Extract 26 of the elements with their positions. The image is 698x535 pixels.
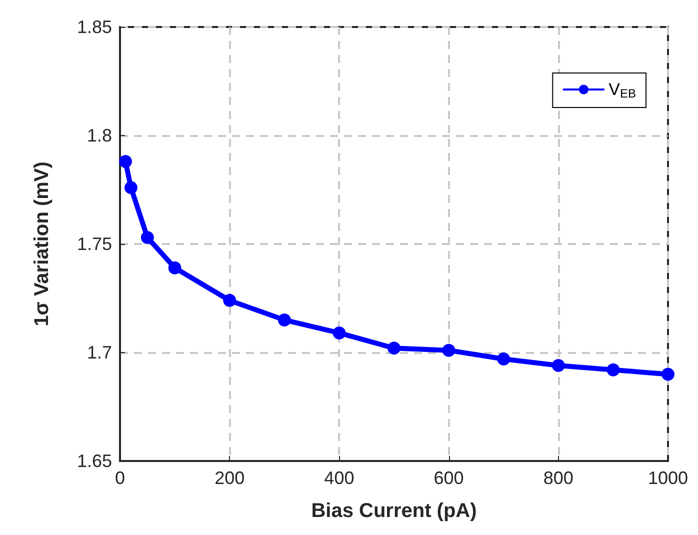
x-tick-label: 200 bbox=[214, 468, 245, 488]
point bbox=[606, 363, 620, 376]
point bbox=[332, 326, 346, 340]
point bbox=[388, 342, 400, 355]
y-axis-title: 1σ Variation (mV) bbox=[31, 162, 53, 326]
point bbox=[442, 344, 456, 357]
y-tick-label: 1.65 bbox=[76, 451, 112, 471]
y-tick-label: 1.75 bbox=[76, 234, 112, 254]
x-tick-label: 0 bbox=[114, 468, 126, 488]
y-tick-label: 1.8 bbox=[86, 126, 112, 146]
x-tick-label: 1000 bbox=[648, 468, 688, 488]
point bbox=[124, 181, 138, 194]
y-tick-label: 1.85 bbox=[76, 17, 112, 37]
point bbox=[497, 352, 510, 366]
point bbox=[118, 155, 132, 168]
point bbox=[552, 359, 565, 372]
point bbox=[168, 261, 182, 274]
point bbox=[223, 294, 236, 307]
x-axis-title: Bias Current (pA) bbox=[311, 500, 477, 522]
y-tick-label: 1.7 bbox=[86, 342, 112, 362]
point bbox=[662, 368, 674, 381]
point bbox=[278, 313, 291, 326]
point bbox=[140, 230, 154, 244]
x-tick-label: 800 bbox=[543, 468, 574, 488]
x-tick-label: 600 bbox=[434, 468, 464, 488]
x-tick-label: 400 bbox=[324, 468, 354, 488]
